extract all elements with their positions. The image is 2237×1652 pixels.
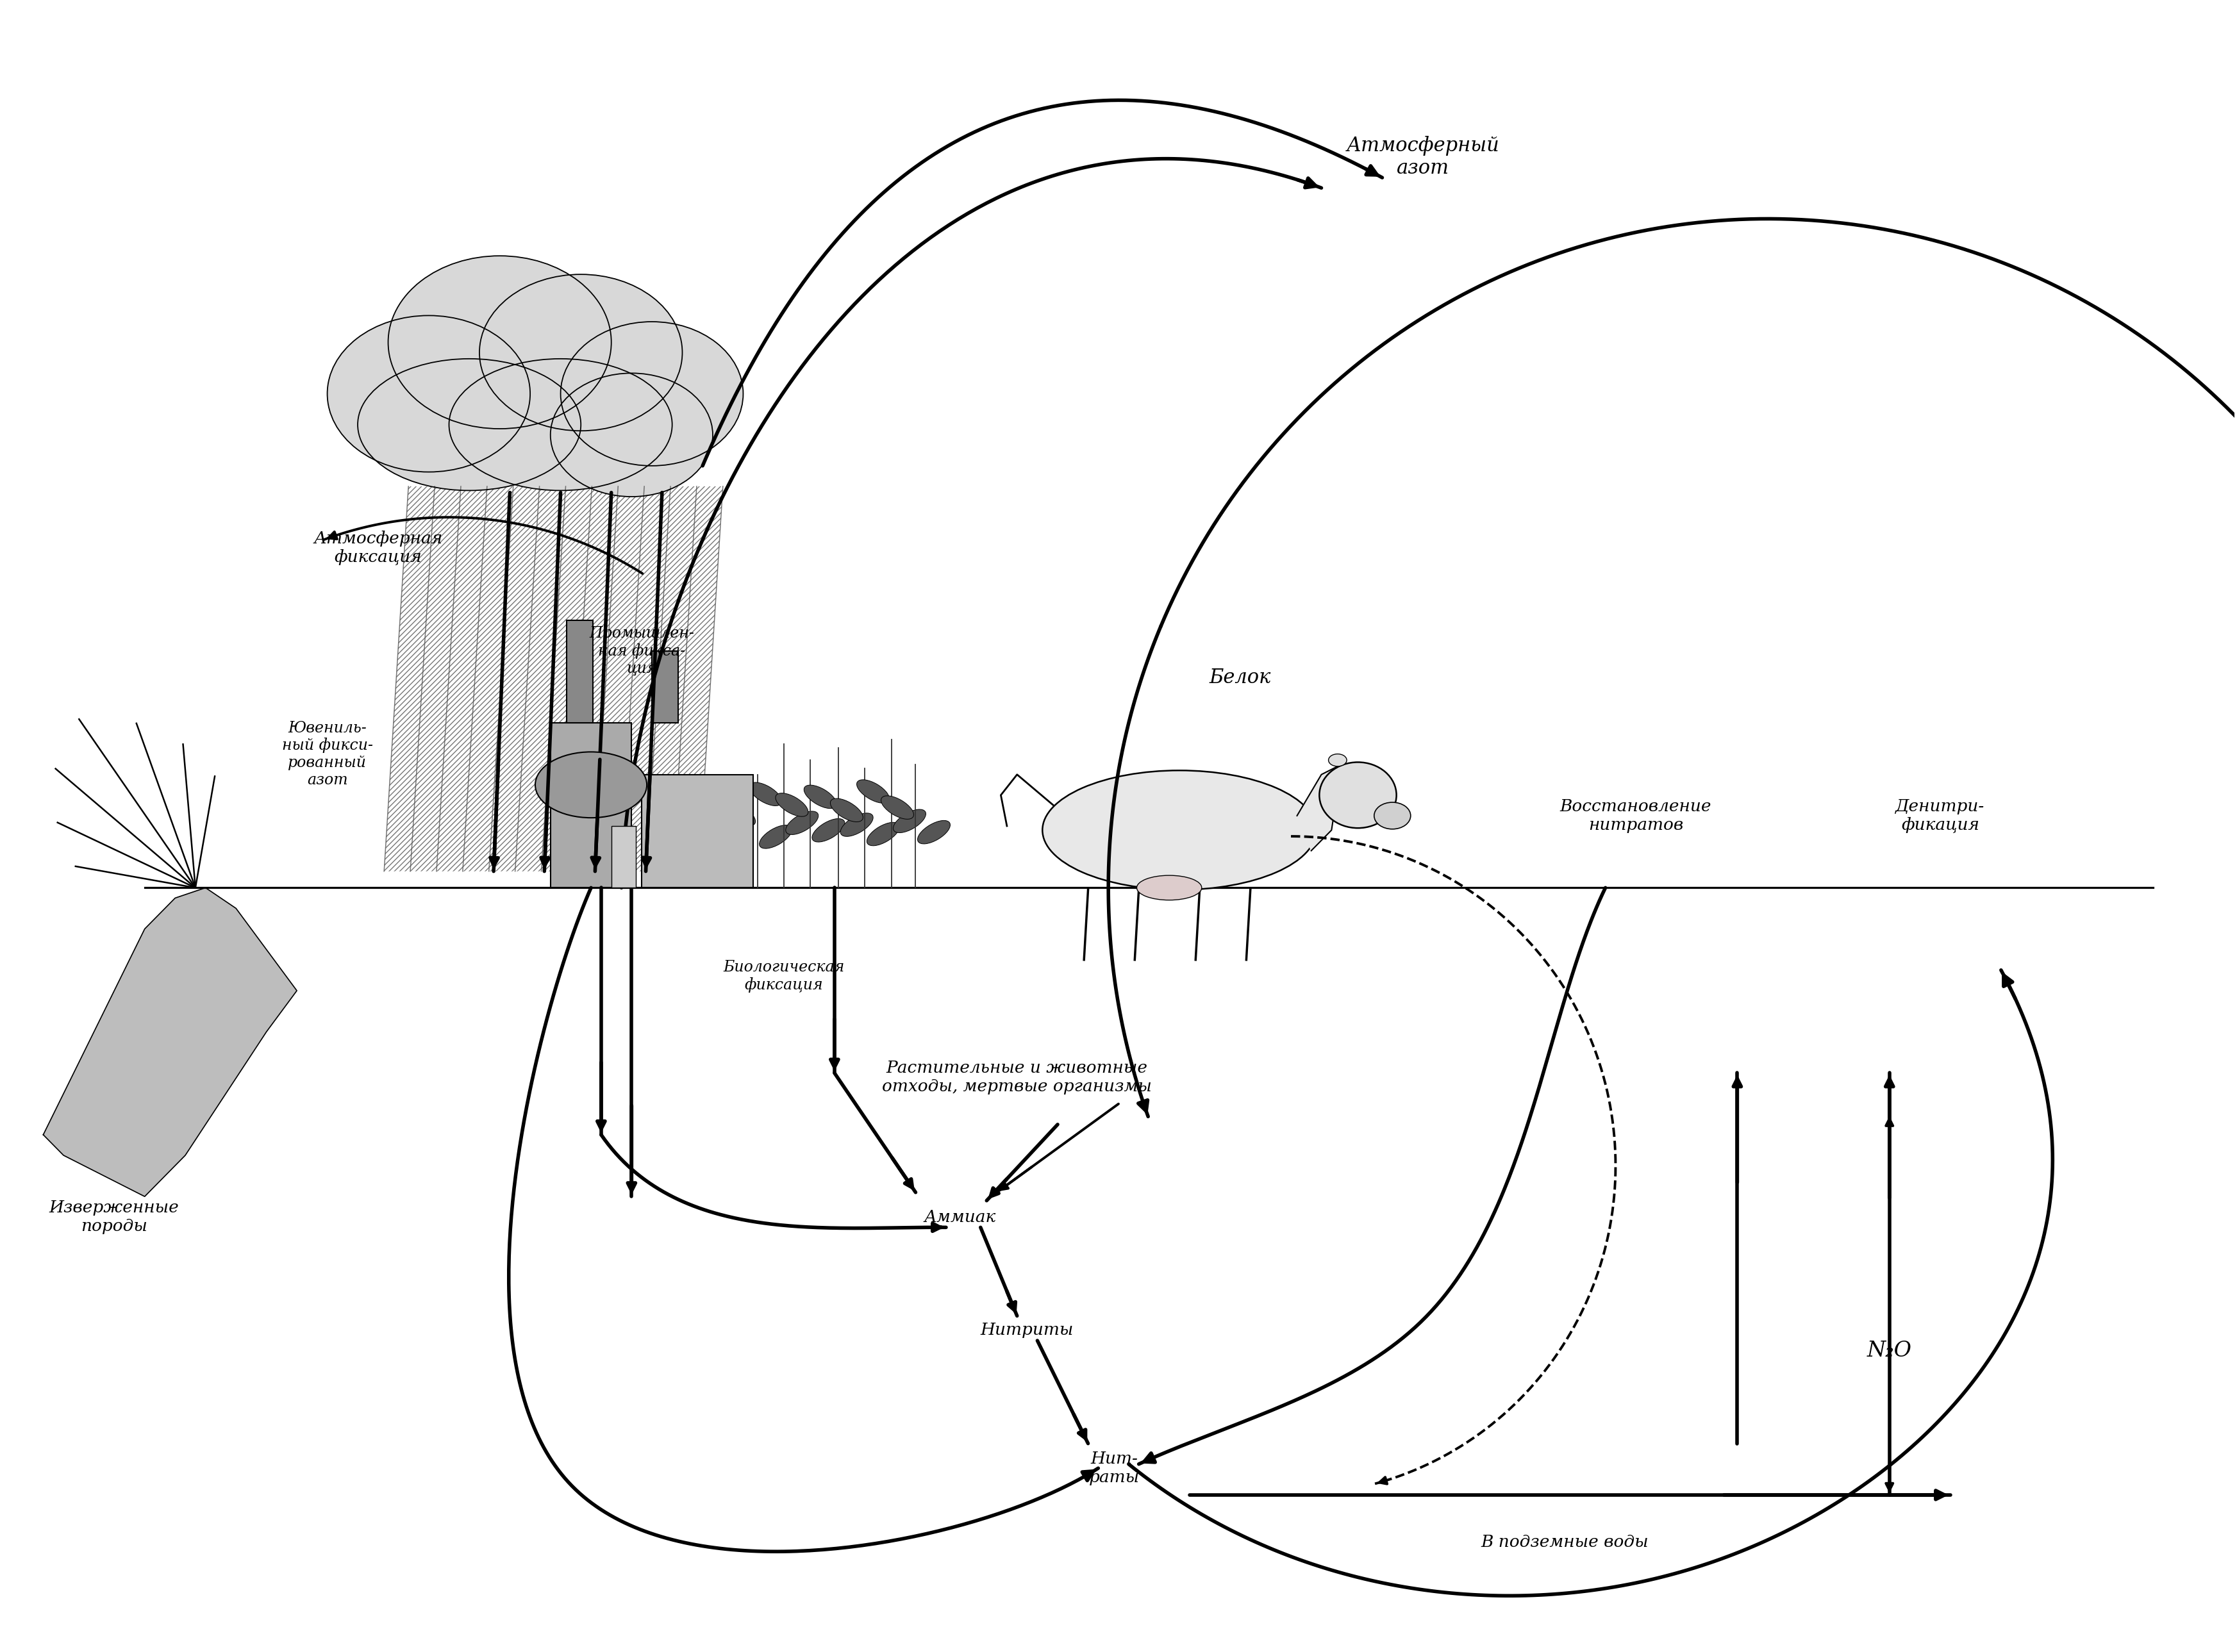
Bar: [566, 620, 593, 724]
Text: Аммиак: Аммиак: [924, 1209, 995, 1226]
Text: Нитриты: Нитриты: [980, 1322, 1074, 1338]
Text: Биологическая
фиксация: Биологическая фиксация: [723, 960, 843, 993]
Text: N₂O: N₂O: [1868, 1341, 1913, 1361]
Text: Белок: Белок: [1210, 667, 1271, 687]
Text: В подземные воды: В подземные воды: [1481, 1535, 1649, 1550]
Ellipse shape: [550, 373, 714, 497]
Polygon shape: [1297, 765, 1342, 851]
Ellipse shape: [327, 316, 530, 472]
Ellipse shape: [358, 358, 582, 491]
Ellipse shape: [723, 803, 756, 826]
Text: Промышлен-
ная фикса-
ция: Промышлен- ная фикса- ция: [588, 626, 693, 676]
Text: Восстановление
нитратов: Восстановление нитратов: [1559, 798, 1711, 833]
Ellipse shape: [830, 798, 863, 821]
Bar: [550, 724, 631, 887]
Ellipse shape: [561, 322, 743, 466]
Text: Нит-
раты: Нит- раты: [1089, 1450, 1141, 1485]
Text: Атмосферный
азот: Атмосферный азот: [1347, 135, 1499, 178]
Ellipse shape: [812, 819, 846, 843]
Ellipse shape: [866, 823, 899, 846]
Ellipse shape: [749, 783, 781, 806]
Ellipse shape: [389, 256, 611, 430]
Ellipse shape: [479, 274, 682, 431]
Ellipse shape: [1374, 803, 1412, 829]
Ellipse shape: [1136, 876, 1201, 900]
Text: Изверженные
породы: Изверженные породы: [49, 1199, 179, 1234]
Bar: [651, 651, 678, 724]
Ellipse shape: [776, 793, 808, 816]
Text: Денитри-
фикация: Денитри- фикация: [1895, 798, 1984, 833]
Ellipse shape: [450, 358, 671, 491]
Ellipse shape: [758, 824, 792, 849]
Text: Растительные и животные
отходы, мертвые организмы: Растительные и животные отходы, мертвые …: [881, 1061, 1152, 1094]
Ellipse shape: [1320, 762, 1396, 828]
Bar: [611, 826, 635, 887]
Ellipse shape: [917, 821, 951, 844]
Ellipse shape: [841, 813, 872, 836]
Ellipse shape: [857, 780, 890, 803]
Ellipse shape: [881, 796, 913, 819]
Ellipse shape: [535, 752, 646, 818]
Polygon shape: [43, 887, 298, 1196]
Text: Ювениль-
ный фикси-
рованный
азот: Ювениль- ный фикси- рованный азот: [282, 720, 374, 788]
Bar: [642, 775, 754, 887]
Ellipse shape: [1329, 753, 1347, 767]
Ellipse shape: [1042, 770, 1315, 890]
Ellipse shape: [785, 811, 819, 834]
Text: Атмосферная
фиксация: Атмосферная фиксация: [313, 530, 443, 565]
Ellipse shape: [803, 785, 837, 808]
Ellipse shape: [893, 809, 926, 833]
